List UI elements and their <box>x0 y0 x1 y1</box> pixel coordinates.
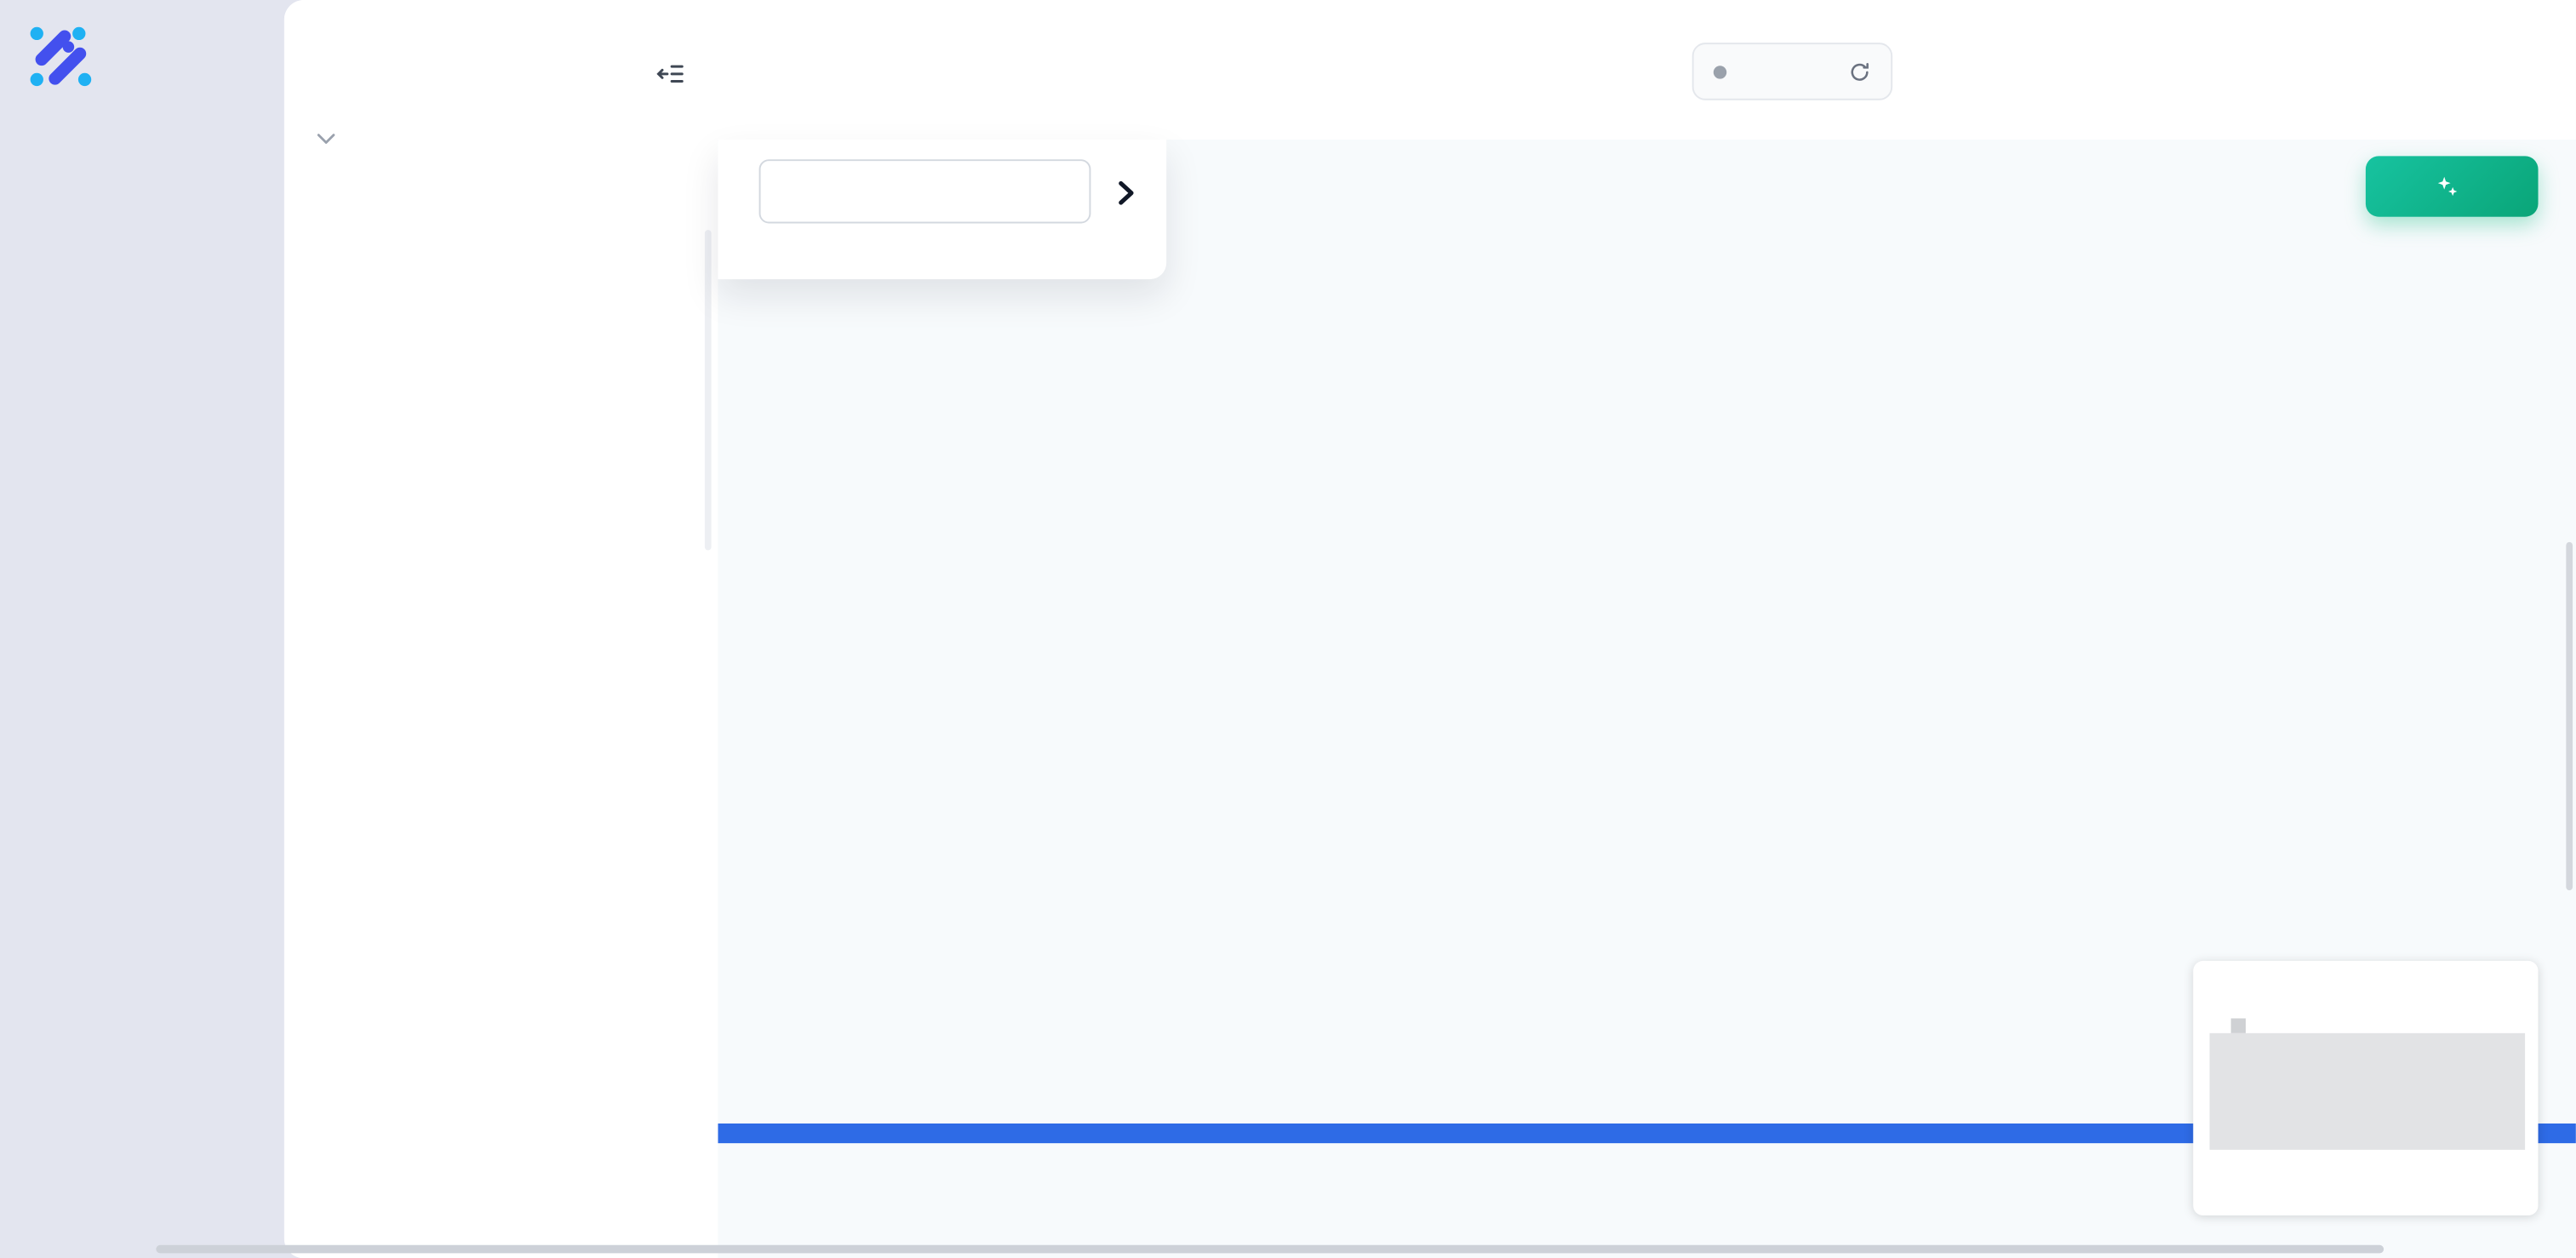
search-input[interactable] <box>758 159 1091 224</box>
main-header <box>718 0 2576 141</box>
status-dot-icon <box>1713 65 1727 78</box>
minimap-node-marker <box>2230 1018 2247 1033</box>
sidebar <box>0 0 284 1258</box>
logo[interactable] <box>26 23 110 100</box>
expand-results-chevron-icon[interactable] <box>1117 180 1143 207</box>
collapse-panel-icon[interactable] <box>655 59 685 89</box>
protocol-bar[interactable] <box>718 1123 2576 1143</box>
status-badge <box>1692 43 1893 100</box>
vertical-scrollbar[interactable] <box>2565 541 2573 890</box>
chevron-down-icon <box>317 123 335 153</box>
beautify-layout-button[interactable] <box>2365 156 2539 217</box>
sparkles-icon <box>2434 174 2459 199</box>
tree-root-node[interactable] <box>317 123 350 153</box>
refresh-icon[interactable] <box>1848 60 1871 83</box>
horizontal-scrollbar[interactable] <box>156 1244 2384 1254</box>
tree-scrollbar[interactable] <box>704 230 712 551</box>
sidebar-item-my-lab[interactable] <box>0 1164 284 1240</box>
flow-canvas[interactable] <box>718 140 2576 1258</box>
node-tree-panel <box>283 0 718 1258</box>
content-sheet <box>283 0 2576 1258</box>
node-template-search-panel <box>718 140 1167 280</box>
minimap-viewport[interactable] <box>2209 1032 2526 1150</box>
bohrium-logo-icon <box>26 23 95 100</box>
minimap[interactable] <box>2193 960 2539 1216</box>
